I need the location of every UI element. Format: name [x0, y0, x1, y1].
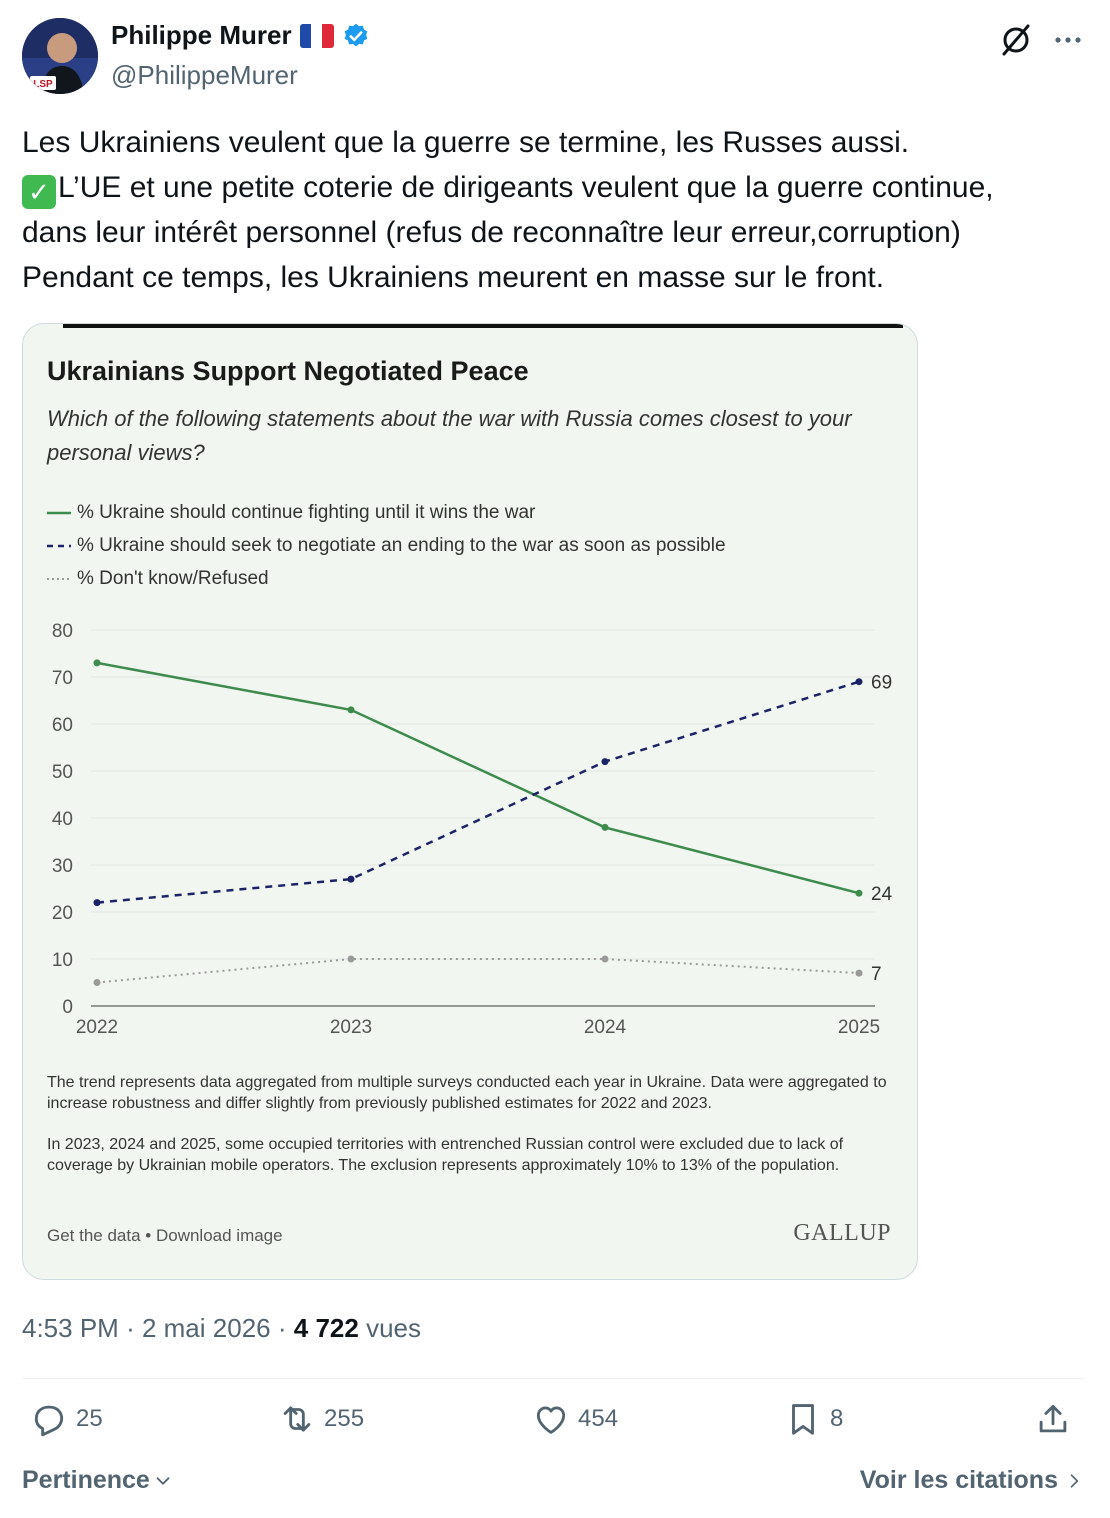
bookmark-button[interactable]: 8	[784, 1400, 843, 1438]
avatar-image: LSP	[22, 18, 98, 94]
data-point-0	[93, 659, 101, 667]
legend-swatch-dashed	[47, 544, 71, 547]
views-count: 4 722	[293, 1313, 359, 1343]
grok-icon[interactable]	[998, 22, 1034, 58]
y-tick-label: 60	[52, 715, 73, 736]
legend-label: % Ukraine should seek to negotiate an en…	[77, 534, 726, 556]
y-tick-label: 30	[52, 856, 73, 877]
sort-replies-dropdown[interactable]: Pertinence	[22, 1466, 174, 1495]
legend-item-negotiate: % Ukraine should seek to negotiate an en…	[47, 529, 726, 562]
chart-footnote: In 2023, 2024 and 2025, some occupied te…	[47, 1136, 844, 1174]
legend-swatch-solid	[47, 511, 71, 514]
tweet-meta: 4:53 PM · 2 mai 2026 · 4 722 vues	[22, 1313, 421, 1344]
data-point-2	[855, 969, 863, 977]
chevron-right-icon	[1070, 1473, 1079, 1488]
heart-icon	[536, 1406, 566, 1434]
bookmark-count: 8	[830, 1405, 844, 1432]
reply-count: 25	[76, 1405, 103, 1432]
data-point-1	[855, 678, 863, 686]
data-point-0	[347, 706, 355, 714]
share-button[interactable]	[1034, 1400, 1072, 1438]
chart-title: Ukrainians Support Negotiated Peace	[47, 356, 529, 386]
data-point-2	[347, 955, 355, 963]
like-count: 454	[578, 1405, 619, 1432]
line-chart: 0 10 20 30 40 50 60 70 80 2022 2023 2024 2025 24 69 7	[52, 621, 893, 1038]
tweet-line: dans leur intérêt personnel (refus de re…	[22, 216, 961, 249]
end-value-label: 24	[871, 884, 893, 905]
tweet-media-image[interactable]: Ukrainians Support Negotiated Peace Whic…	[22, 323, 918, 1280]
get-data-link: Get the data • Download image	[47, 1226, 283, 1245]
end-value-label: 69	[871, 673, 892, 694]
data-point-1	[347, 875, 355, 883]
tweet-line: Les Ukrainiens veulent que la guerre se …	[22, 126, 910, 159]
legend-item-dontknow: % Don't know/Refused	[47, 562, 726, 595]
avatar[interactable]: LSP	[22, 18, 98, 94]
view-quotes-label: Voir les citations	[859, 1466, 1058, 1494]
reply-icon	[34, 1405, 64, 1437]
x-tick-label: 2025	[838, 1017, 880, 1038]
meta-separator: ·	[126, 1313, 135, 1343]
y-tick-label: 80	[52, 621, 73, 642]
like-button[interactable]: 454	[532, 1400, 618, 1438]
meta-separator: ·	[277, 1313, 287, 1343]
view-quotes-link[interactable]: Voir les citations	[860, 1466, 1084, 1495]
series-line-1	[96, 680, 860, 904]
repost-button[interactable]: 255	[278, 1400, 364, 1438]
chevron-down-icon	[156, 1476, 170, 1485]
reply-button[interactable]: 25	[30, 1400, 103, 1438]
chart-subtitle: Which of the following statements about …	[47, 406, 852, 465]
france-flag-icon	[299, 23, 334, 48]
end-value-label: 7	[871, 964, 882, 985]
data-point-1	[93, 899, 101, 907]
data-point-1	[601, 758, 609, 766]
display-name[interactable]: Philippe Murer	[111, 20, 292, 50]
legend-swatch-dotted	[47, 577, 71, 580]
x-tick-label: 2022	[76, 1017, 118, 1038]
y-tick-label: 10	[52, 950, 73, 971]
data-point-2	[601, 955, 609, 963]
data-point-0	[855, 889, 863, 897]
chart-legend: % Ukraine should continue fighting until…	[47, 496, 726, 595]
series-line-0	[96, 661, 860, 895]
tweet-line-text: L’UE et une petite coterie de dirigeants…	[58, 171, 994, 204]
sort-label: Pertinence	[22, 1466, 150, 1494]
tweet-time[interactable]: 4:53 PM	[22, 1313, 119, 1343]
avatar-logo-text: LSP	[33, 79, 53, 90]
author-handle[interactable]: @PhilippeMurer	[111, 60, 298, 90]
y-tick-label: 70	[52, 668, 73, 689]
legend-label: % Ukraine should continue fighting until…	[77, 501, 536, 523]
tweet-line: Pendant ce temps, les Ukrainiens meurent…	[22, 261, 885, 294]
data-point-2	[93, 979, 101, 986]
x-tick-label: 2023	[330, 1017, 372, 1038]
data-point-0	[601, 823, 609, 831]
verified-badge-icon	[344, 23, 367, 46]
tweet-date[interactable]: 2 mai 2026	[141, 1313, 271, 1343]
series-line-2	[96, 958, 860, 984]
legend-label: % Don't know/Refused	[77, 567, 269, 589]
x-tick-label: 2024	[584, 1017, 627, 1038]
more-icon[interactable]	[1050, 22, 1086, 58]
chart-footnote: The trend represents data aggregated fro…	[47, 1074, 887, 1112]
views-label: vues	[366, 1313, 421, 1343]
y-tick-label: 50	[52, 762, 73, 783]
divider	[22, 1378, 1084, 1379]
media-top-border	[63, 324, 903, 328]
tweet-text: Les Ukrainiens veulent que la guerre se …	[22, 120, 1092, 300]
repost-count: 255	[324, 1405, 365, 1432]
action-bar: 25 255 454 8	[22, 1400, 1084, 1450]
y-tick-label: 40	[52, 809, 73, 830]
author-name-row: Philippe Murer	[111, 20, 370, 51]
y-tick-label: 20	[52, 903, 73, 924]
check-mark-icon: ✓	[22, 175, 56, 209]
y-tick-label: 0	[62, 997, 73, 1018]
legend-item-fight: % Ukraine should continue fighting until…	[47, 496, 726, 529]
gallup-logo: GALLUP	[793, 1220, 891, 1246]
bookmark-icon	[792, 1404, 814, 1435]
share-icon	[1039, 1404, 1067, 1433]
repost-icon	[283, 1406, 311, 1432]
tweet-line: ✓ L’UE et une petite coterie de dirigeant…	[22, 165, 1092, 210]
